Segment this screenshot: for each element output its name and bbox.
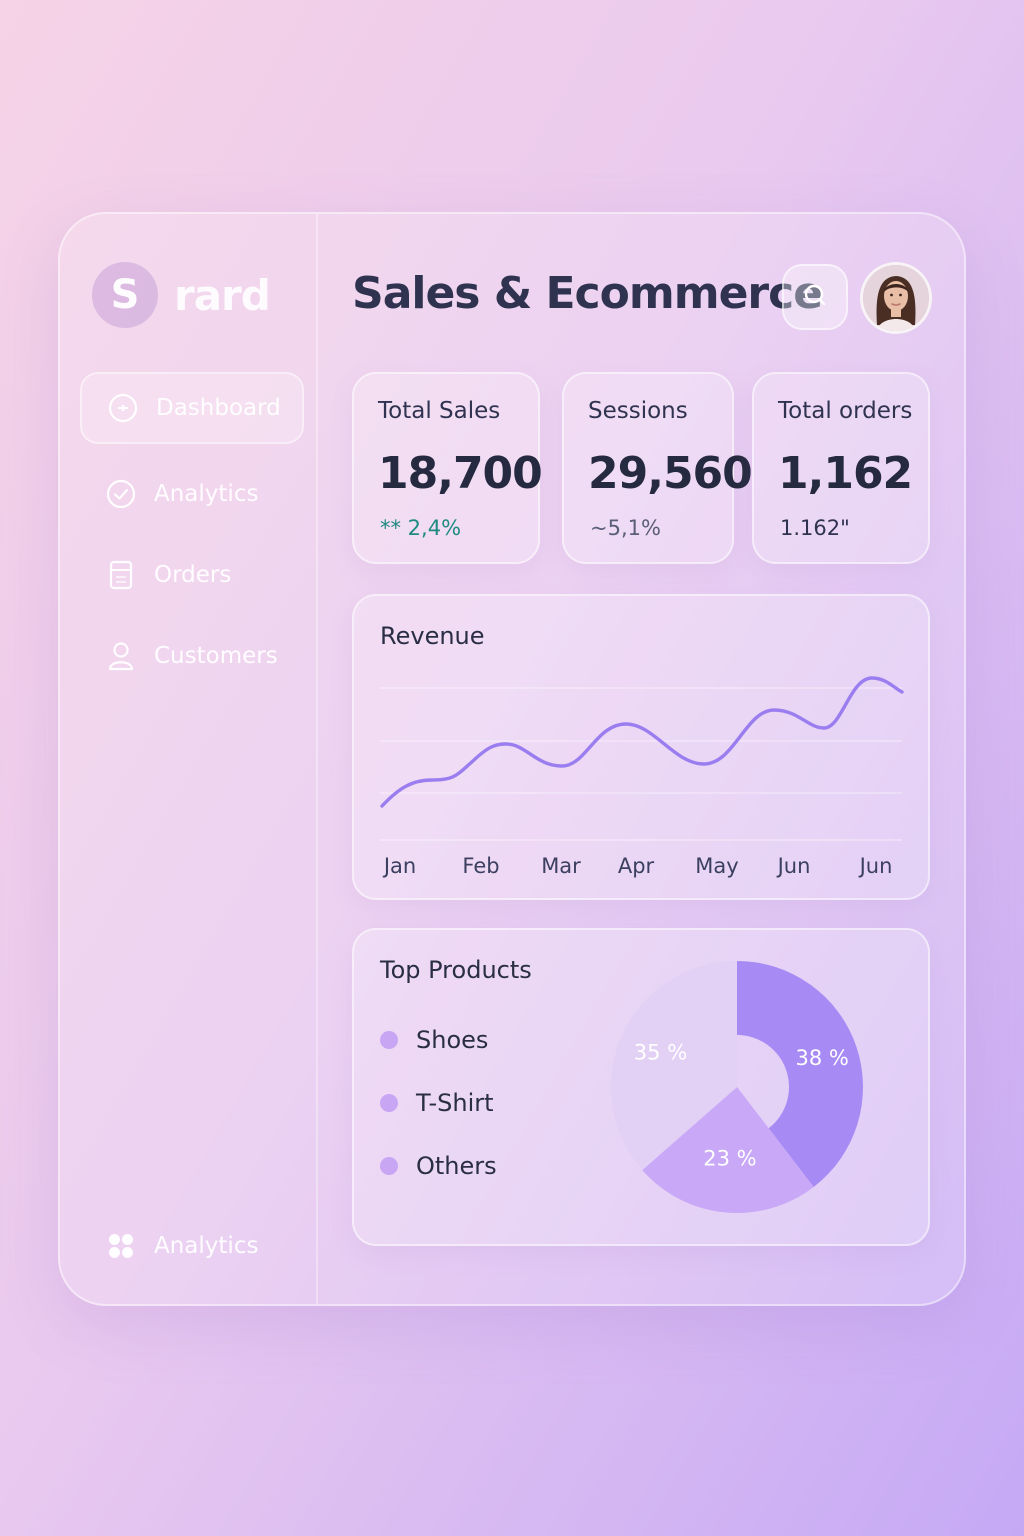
stat-value: 1,162 (778, 448, 913, 499)
pie-slice[interactable] (611, 961, 737, 1171)
stat-change: ** 2,4% (380, 516, 462, 540)
pie-slice-label: 38 % (796, 1046, 849, 1070)
sidebar-divider (316, 214, 318, 1304)
legend-item-others[interactable]: Others (380, 1152, 497, 1180)
sidebar-item-label: Analytics (154, 1233, 259, 1259)
brand[interactable]: S rard (92, 262, 271, 328)
revenue-title: Revenue (380, 622, 485, 650)
stat-change: 1.162" (780, 516, 850, 540)
stat-value: 18,700 (378, 448, 543, 499)
x-axis-label: Mar (541, 854, 581, 878)
legend-label: Others (416, 1152, 497, 1180)
user-icon (106, 641, 136, 671)
search-icon (802, 282, 828, 312)
top-products-card[interactable]: Top Products Shoes T-Shirt Others 38 % 23… (352, 928, 930, 1246)
legend-label: T-Shirt (416, 1089, 494, 1117)
legend-dot (380, 1094, 398, 1112)
dashboard-panel: S rard Dashboard Analytics (58, 212, 966, 1306)
search-button[interactable] (782, 264, 848, 330)
top-products-title: Top Products (380, 956, 532, 984)
revenue-card[interactable]: Revenue Jan Feb Mar Apr May Jun Jun (352, 594, 930, 900)
legend-label: Shoes (416, 1026, 489, 1054)
x-axis-label: Apr (617, 854, 655, 878)
sidebar-item-label: Analytics (154, 481, 259, 507)
revenue-chart (380, 676, 904, 841)
stat-label: Total orders (778, 398, 913, 424)
stat-card-sessions[interactable]: Sessions 29,560 ~5,1% (562, 372, 753, 564)
top-products-pie: 38 % 23 % 35 % (611, 961, 863, 1213)
pie-slice-label: 35 % (634, 1040, 687, 1064)
x-axis-label: Jan (383, 854, 417, 878)
x-axis-label: Jun (777, 854, 811, 878)
legend-dot (380, 1157, 398, 1175)
dashboard-icon (108, 393, 138, 423)
brand-name: rard (174, 270, 271, 320)
pie-slice-label: 23 % (703, 1147, 756, 1171)
page-title: Sales & Ecommerce (352, 268, 823, 319)
user-avatar[interactable] (860, 262, 932, 334)
stat-card-total-sales[interactable]: Total Sales 18,700 ** 2,4% (352, 372, 543, 564)
sidebar-item-customers[interactable]: Customers (80, 620, 304, 692)
x-axis-label: May (695, 854, 739, 878)
sidebar-footer-analytics[interactable]: Analytics (80, 1210, 304, 1282)
legend-item-shoes[interactable]: Shoes (380, 1026, 488, 1054)
brand-logo: S (92, 262, 158, 328)
sidebar-item-analytics[interactable]: Analytics (80, 458, 304, 530)
revenue-line (380, 676, 904, 808)
x-axis-label: Feb (462, 854, 500, 878)
pie-slice[interactable] (737, 961, 863, 1187)
sidebar-item-orders[interactable]: Orders (80, 539, 304, 611)
pie-slice[interactable] (642, 1087, 814, 1213)
grid-dots-icon (106, 1231, 136, 1261)
check-circle-icon (106, 479, 136, 509)
sidebar-item-label: Orders (154, 562, 232, 588)
x-axis-label: Jun (859, 854, 893, 878)
stat-value: 29,560 (588, 448, 753, 499)
sidebar-item-dashboard[interactable]: Dashboard (80, 372, 304, 444)
sidebar-item-label: Dashboard (156, 395, 281, 421)
stat-card-total-orders[interactable]: Total orders 1,162 1.162" (752, 372, 930, 564)
sidebar-item-label: Customers (154, 643, 278, 669)
stat-label: Total Sales (378, 398, 501, 424)
legend-item-tshirt[interactable]: T-Shirt (380, 1089, 494, 1117)
legend-dot (380, 1031, 398, 1049)
stat-change: ~5,1% (590, 516, 661, 540)
stat-label: Sessions (588, 398, 688, 424)
orders-icon (106, 560, 136, 590)
